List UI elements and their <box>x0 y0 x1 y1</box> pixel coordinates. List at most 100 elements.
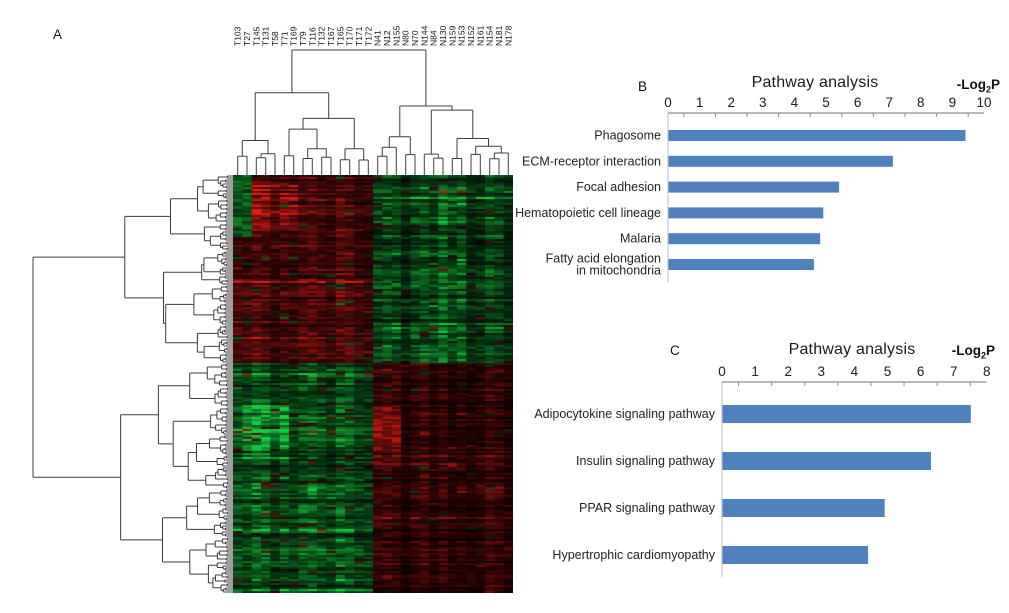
category-label: Phagosome <box>594 129 661 143</box>
heatmap-column-label: T58 <box>270 31 280 46</box>
category-label: Hematopoietic cell lineage <box>515 206 661 220</box>
heatmap-column-label: N41 <box>373 30 383 46</box>
heatmap-column-label: T169 <box>289 26 299 46</box>
chart-c-title: Pathway analysis <box>788 341 916 358</box>
category-label-line: Adipocytokine signaling pathway <box>534 407 715 421</box>
heatmap-column-label: N181 <box>494 25 504 46</box>
heatmap-column-label: T171 <box>354 26 364 46</box>
heatmap-column-label: T170 <box>345 26 355 46</box>
category-label: PPAR signaling pathway <box>579 501 716 515</box>
panel-a-label: A <box>53 27 63 42</box>
heatmap-column-label: T132 <box>317 26 327 46</box>
category-label-line: Phagosome <box>594 129 661 143</box>
category-label: Focal adhesion <box>576 180 661 194</box>
axis-tick-label: 3 <box>759 95 767 110</box>
category-label-line: ECM-receptor interaction <box>522 154 661 168</box>
axis-tick-label: 4 <box>791 95 799 110</box>
heatmap-column-label: N161 <box>475 25 485 46</box>
chart-c-axis-unit-prefix: -Log <box>951 343 981 358</box>
axis-tick-label: 1 <box>751 364 759 379</box>
chart-b-axis-unit-sub: 2 <box>985 84 991 95</box>
heatmap-column-label: N178 <box>503 25 513 46</box>
axis-tick-label: 7 <box>950 364 958 379</box>
chart-b-axis-unit-prefix: -Log <box>956 77 986 92</box>
category-label: Insulin signaling pathway <box>576 454 716 468</box>
axis-tick-label: 6 <box>917 364 925 379</box>
category-label: Hypertrophic cardiomyopathy <box>552 548 715 562</box>
heatmap-column-label: T103 <box>233 26 243 46</box>
bar-4 <box>668 233 821 245</box>
heatmap-canvas <box>233 175 513 593</box>
category-label-line: Hypertrophic cardiomyopathy <box>552 548 715 562</box>
axis-tick-label: 5 <box>822 95 830 110</box>
heatmap-column-label: T131 <box>261 26 271 46</box>
axis-tick-label: 0 <box>664 95 672 110</box>
axis-tick-label: 2 <box>784 364 792 379</box>
axis-tick-label: 9 <box>949 95 957 110</box>
dendrogram-lines <box>32 49 509 593</box>
bar-3 <box>668 207 824 219</box>
axis-tick-label: 10 <box>976 95 991 110</box>
bar-1 <box>668 155 893 167</box>
axis-tick-label: 3 <box>818 364 826 379</box>
category-label-line: Focal adhesion <box>576 180 661 194</box>
panel-b-label: B <box>638 79 648 94</box>
bar-2 <box>668 181 840 193</box>
category-label-line: Insulin signaling pathway <box>576 454 716 468</box>
heatmap-column-label: T172 <box>363 26 373 46</box>
chart-b-title: Pathway analysis <box>751 74 879 91</box>
bar-1 <box>722 452 931 470</box>
category-label-line: PPAR signaling pathway <box>579 501 716 515</box>
heatmap-column-label: N153 <box>457 25 467 46</box>
chart-c-axis-unit-sub: 2 <box>980 350 986 361</box>
category-label-line: Fatty acid elongation <box>546 252 661 266</box>
heatmap-column-label: T71 <box>279 31 289 46</box>
category-label: ECM-receptor interaction <box>522 154 661 168</box>
heatmap-column-label: N154 <box>485 25 495 46</box>
heatmap-column-label: N70 <box>410 30 420 46</box>
axis-tick-label: 6 <box>854 95 862 110</box>
heatmap-column-label: N80 <box>401 30 411 46</box>
heatmap-column-label: N159 <box>447 25 457 46</box>
axis-tick-label: 1 <box>696 95 704 110</box>
heatmap-column-label: N12 <box>382 30 392 46</box>
heatmap-column-label: T167 <box>326 26 336 46</box>
heatmap-column-label: N152 <box>466 25 476 46</box>
axis-tick-label: 2 <box>727 95 735 110</box>
axis-tick-label: 8 <box>917 95 925 110</box>
axis-tick-label: 8 <box>983 364 991 379</box>
axis-tick-label: 5 <box>884 364 892 379</box>
category-label-line: Hematopoietic cell lineage <box>515 206 661 220</box>
axis-tick-label: 0 <box>718 364 726 379</box>
bar-3 <box>722 546 869 564</box>
heatmap-column-label: N155 <box>391 25 401 46</box>
category-label-line: Malaria <box>620 232 661 246</box>
bar-2 <box>722 499 885 517</box>
category-label: Fatty acid elongation in mitochondria <box>546 252 661 278</box>
heatmap-column-label: T116 <box>307 27 317 46</box>
pathway-chart-b-svg: 0 1 2 3 4 5 6 7 8 9 10 Phagosome ECM-receptor intera… <box>515 95 992 283</box>
chart-b-axis-unit-suffix: P <box>990 77 1000 92</box>
heatmap-column-label: T145 <box>251 26 261 46</box>
chart-c-axis-unit: -Log2P <box>940 343 995 361</box>
axis-tick-label: 4 <box>851 364 859 379</box>
axis-tick-label: 7 <box>885 95 893 110</box>
heatmap-column-label: N144 <box>419 25 429 46</box>
bar-5 <box>668 259 814 270</box>
heatmap-column-label: T27 <box>242 31 252 46</box>
category-label: Adipocytokine signaling pathway <box>534 407 715 421</box>
heatmap-column-label: T79 <box>298 31 308 46</box>
heatmap-column-label: N130 <box>438 25 448 46</box>
panel-c-label: C <box>670 343 680 358</box>
chart-b-axis-unit: -Log2P <box>945 77 1000 95</box>
cluster-dendrogram-svg: T103 T27 T145 T131 T58 T71 T169 T79 T116 T132 T167… <box>32 25 513 593</box>
bar-0 <box>722 405 971 423</box>
chart-c-axis-unit-suffix: P <box>985 343 995 358</box>
category-label: Malaria <box>620 232 661 246</box>
bar-0 <box>668 130 966 141</box>
heatmap-column-label: N84 <box>429 30 439 46</box>
category-label-line: in mitochondria <box>576 264 661 278</box>
heatmap-column-label: T165 <box>335 26 345 46</box>
